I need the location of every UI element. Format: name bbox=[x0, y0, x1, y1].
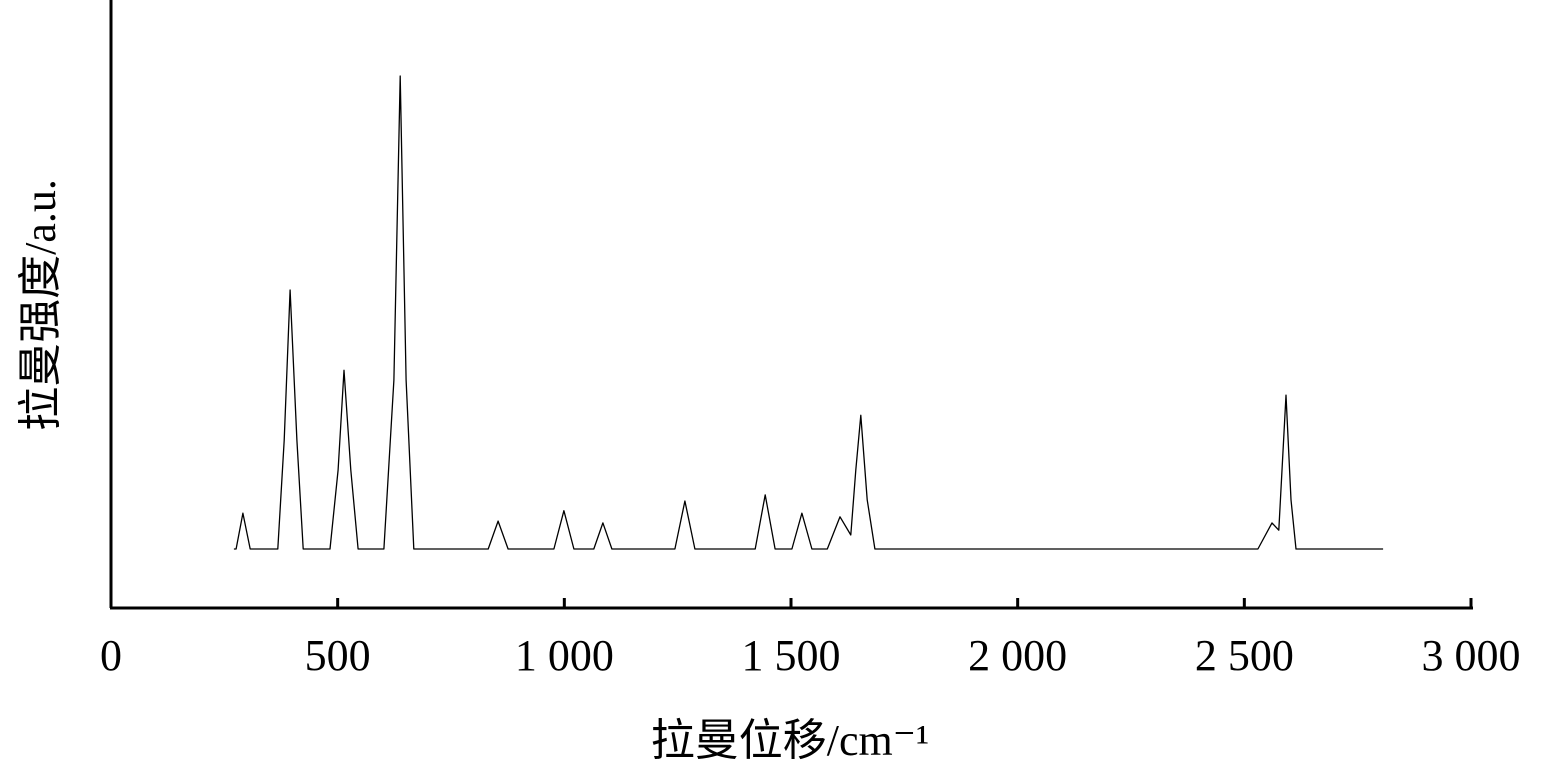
x-tick-label: 1 000 bbox=[515, 631, 614, 680]
y-axis-label: 拉曼强度/a.u. bbox=[16, 179, 65, 431]
x-tick-label: 2 500 bbox=[1195, 631, 1294, 680]
x-tick-label: 500 bbox=[305, 631, 371, 680]
x-axis-label: 拉曼位移/cm⁻¹ bbox=[651, 716, 929, 765]
spectrum-line bbox=[233, 75, 1384, 550]
x-tick-label: 2 000 bbox=[968, 631, 1067, 680]
x-tick-label: 0 bbox=[100, 631, 122, 680]
x-tick-label: 1 500 bbox=[742, 631, 841, 680]
x-tick-label: 3 000 bbox=[1422, 631, 1521, 680]
